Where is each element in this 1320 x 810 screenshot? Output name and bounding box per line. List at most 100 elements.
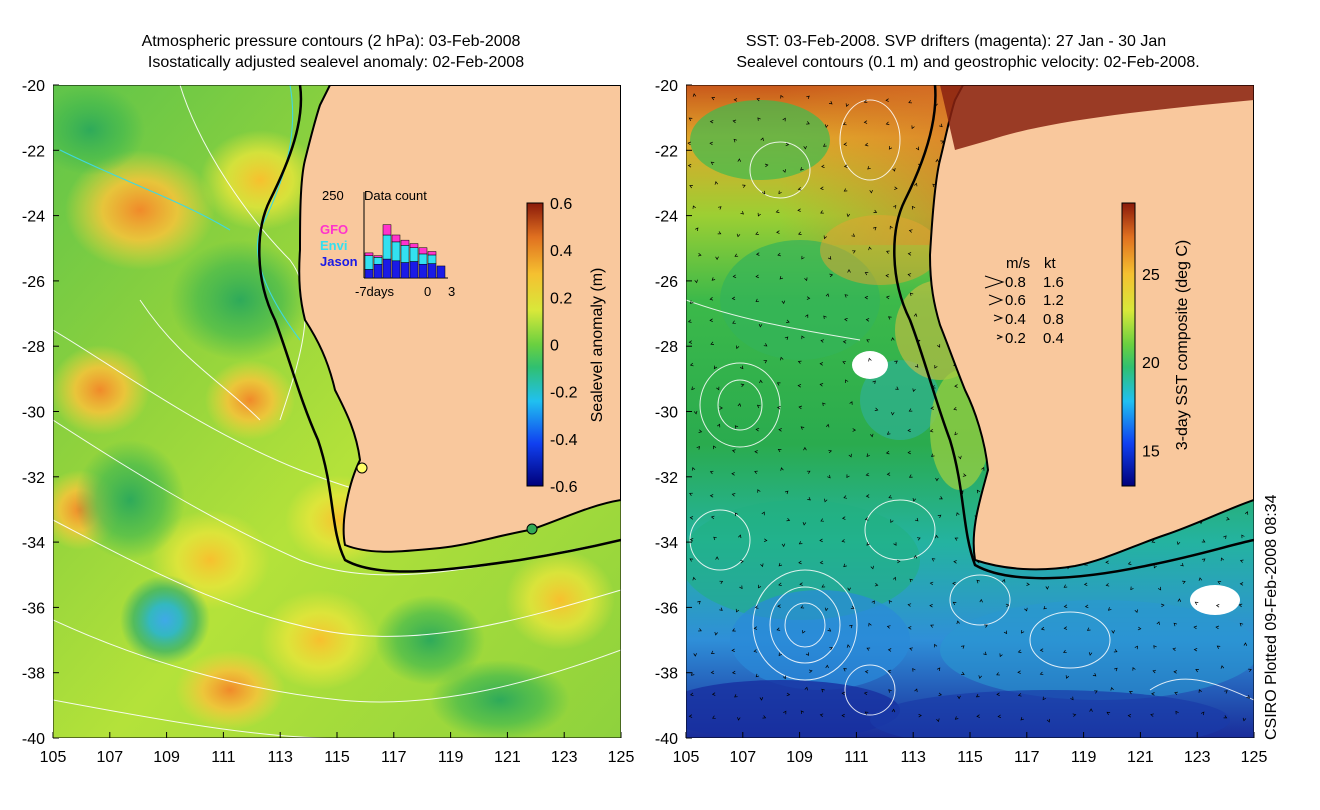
velocity-arrow-399: [886, 431, 891, 435]
velocity-arrow-657: [846, 644, 851, 648]
velocity-arrow-592: [1130, 586, 1134, 591]
left-colorbar-tick-2: 0.2: [550, 290, 572, 307]
velocity-arrow-83: [800, 167, 804, 171]
velocity-arrow-691: [1017, 670, 1021, 674]
velocity-arrow-370: [822, 402, 826, 407]
velocity-arrow-375: [930, 406, 934, 410]
velocity-arrow-624: [698, 628, 702, 632]
left-x-tick-label-3: 111: [211, 749, 235, 766]
velocity-arrow-746: [1089, 708, 1093, 712]
velocity-arrow-724: [1174, 691, 1178, 696]
velocity-arrow-289: [763, 343, 768, 347]
velocity-arrow-188: [827, 256, 832, 260]
velocity-arrow-547: [715, 556, 719, 560]
velocity-arrow-603: [800, 605, 805, 609]
velocity-arrow-555: [896, 559, 901, 564]
velocity-arrow-131: [718, 206, 722, 210]
velocity-arrow-350: [954, 384, 958, 388]
velocity-arrow-31: [806, 121, 810, 125]
velocity-arrow-735: [841, 713, 845, 718]
velocity-arrow-315: [763, 360, 768, 364]
velocity-arrow-682: [825, 664, 829, 669]
left-colorbar-tick-4: -0.2: [550, 385, 578, 402]
inset-bar-7-jason: [427, 263, 437, 279]
velocity-arrow-585: [976, 579, 980, 584]
right-x-tick-label-9: 123: [1184, 749, 1211, 766]
velocity-arrow-635: [930, 624, 934, 628]
velocity-arrow-737: [891, 708, 896, 713]
velocity-arrow-108: [778, 190, 782, 195]
velocity-arrow-601: [754, 605, 759, 609]
velocity-legend-kt-2: 1.2: [1043, 292, 1064, 309]
left-colorbar-label: Sealevel anomaly (m): [589, 268, 606, 423]
velocity-arrow-575: [757, 584, 762, 589]
velocity-arrow-234: [690, 300, 694, 304]
left-colorbar-tick-3: 0: [550, 338, 559, 355]
right-title-line-2: Sealevel contours (0.1 m) and geostrophi…: [736, 54, 1199, 71]
velocity-arrow-636: [956, 620, 960, 625]
velocity-arrow-520: [689, 538, 694, 542]
velocity-arrow-130: [692, 205, 696, 209]
left-colorbar-ticks: 0.6 0.4 0.2 0 -0.2 -0.4 -0.6: [550, 196, 578, 496]
velocity-arrow-157: [717, 231, 722, 235]
velocity-arrow-3: [756, 97, 761, 102]
velocity-legend-ms-1: 0.8: [1005, 274, 1026, 291]
right-colorbar: [1121, 202, 1136, 487]
inset-bar-7-envi: [427, 254, 437, 264]
velocity-arrow-605: [850, 605, 855, 609]
velocity-arrow-686: [912, 667, 916, 672]
velocity-arrow-604: [824, 607, 829, 612]
right-y-tick-label-7: -34: [655, 535, 678, 552]
velocity-arrow-33: [842, 121, 847, 126]
left-colorbar: [526, 202, 544, 487]
velocity-arrow-663: [983, 651, 987, 656]
velocity-arrow-316: [780, 356, 784, 361]
velocity-arrow-6: [828, 101, 833, 105]
velocity-arrow-656: [829, 646, 833, 651]
marker-perth: [356, 462, 368, 474]
velocity-arrow-85: [843, 164, 848, 168]
velocity-arrow-87: [892, 168, 896, 172]
velocity-arrow-470: [731, 493, 736, 497]
left-title-line-1: Atmospheric pressure contours (2 hPa): 0…: [142, 33, 521, 50]
inset-bar-5-jason: [409, 261, 419, 279]
velocity-arrow-372: [874, 407, 879, 411]
inset-x-label-zero: 0: [424, 284, 431, 299]
velocity-arrow-706: [786, 692, 791, 697]
velocity-arrow-544: [1223, 535, 1227, 539]
velocity-arrow-0: [692, 93, 697, 97]
velocity-arrow-2: [733, 98, 738, 102]
velocity-legend-row-3: 0.4 0.8: [993, 311, 1064, 328]
inset-x-label-start: -7days: [355, 284, 395, 299]
velocity-arrow-158: [736, 233, 741, 238]
velocity-arrow-235: [709, 297, 714, 301]
velocity-arrow-217: [885, 273, 889, 278]
inset-bar-2-gfo: [382, 224, 392, 236]
velocity-arrow-348: [912, 388, 916, 393]
inset-legend-envi: Envi: [320, 238, 347, 253]
velocity-arrow-111: [843, 188, 848, 192]
velocity-arrow-427: [931, 453, 935, 457]
velocity-arrow-528: [866, 542, 870, 546]
velocity-arrow-56: [785, 142, 790, 147]
velocity-arrow-368: [776, 405, 781, 410]
left-x-tick-label-8: 121: [494, 749, 521, 766]
velocity-arrow-136: [820, 210, 824, 214]
left-y-tick-label-0: -20: [22, 78, 45, 95]
velocity-arrow-61: [888, 146, 893, 150]
velocity-arrow-132: [740, 210, 744, 215]
velocity-arrow-549: [760, 563, 764, 568]
velocity-arrow-567: [1153, 564, 1157, 569]
velocity-arrow-318: [819, 362, 824, 366]
left-x-tick-label-4: 113: [267, 749, 293, 766]
velocity-arrow-291: [801, 335, 805, 340]
velocity-arrow-667: [1063, 649, 1067, 654]
velocity-arrow-683: [843, 668, 847, 672]
right-y-tick-label-4: -28: [655, 339, 678, 356]
velocity-arrow-447: [806, 470, 811, 474]
velocity-arrow-236: [731, 296, 736, 301]
velocity-arrow-738: [918, 713, 922, 718]
right-x-tick-label-7: 119: [1071, 749, 1097, 766]
velocity-arrow-541: [1151, 539, 1156, 543]
